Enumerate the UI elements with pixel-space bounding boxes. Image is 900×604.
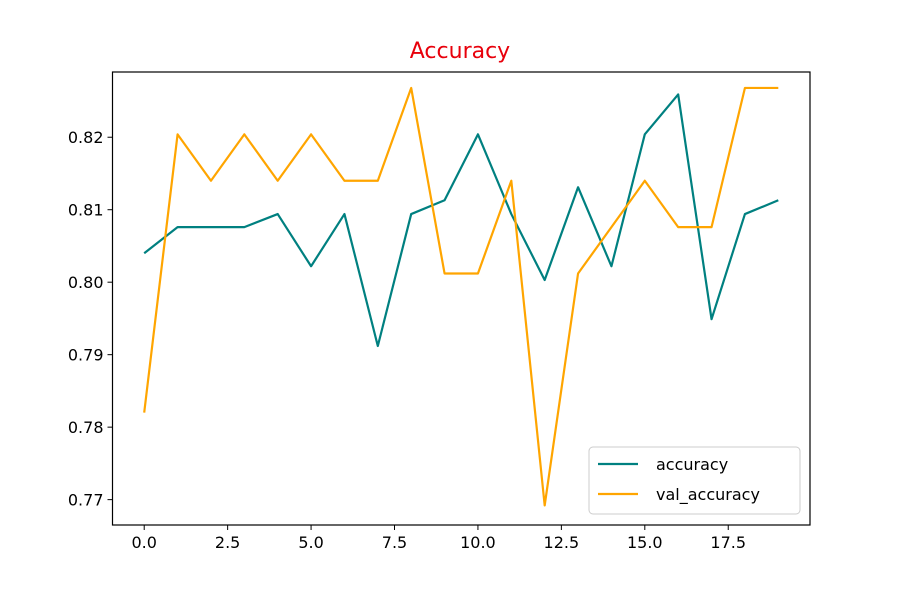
x-tick-label: 7.5 [382,533,407,552]
x-tick-label: 0.0 [131,533,156,552]
y-tick-label: 0.80 [68,273,104,292]
y-tick-label: 0.82 [68,128,104,147]
y-tick-label: 0.77 [68,491,104,510]
x-tick-label: 12.5 [544,533,580,552]
series-line-val-accuracy [143,86,779,507]
y-tick-label: 0.79 [68,346,104,365]
x-tick-label: 2.5 [215,533,240,552]
legend-box [588,446,801,515]
series-layer [143,86,779,507]
x-axis: 0.0 2.5 5.0 7.5 10.0 12.5 15.0 17.5 [131,525,746,552]
chart-title: Accuracy [410,39,510,64]
x-tick-label: 15.0 [627,533,663,552]
plot-area-frame [111,71,811,526]
legend-label-val-accuracy: val_accuracy [656,485,760,505]
legend: accuracy val_accuracy [588,446,801,515]
x-tick-label: 17.5 [710,533,746,552]
series-line-accuracy [143,93,779,348]
y-tick-label: 0.78 [68,418,104,437]
y-axis: 0.77 0.78 0.79 0.80 0.81 0.82 [68,128,113,510]
legend-label-accuracy: accuracy [656,455,728,474]
x-tick-label: 5.0 [298,533,323,552]
y-tick-label: 0.81 [68,201,104,220]
x-tick-label: 10.0 [460,533,496,552]
